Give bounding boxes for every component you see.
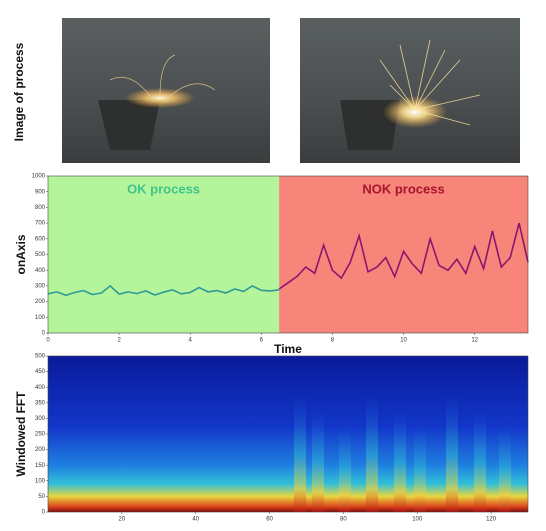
x-tick-label: 60	[266, 517, 273, 523]
x-tick-label: 10	[400, 338, 407, 344]
y-tick-label: 300	[35, 416, 46, 422]
y-axis-label: Windowed FFT	[14, 391, 28, 477]
spectrogram-streak	[312, 411, 324, 512]
y-tick-label: 450	[35, 369, 46, 375]
y-tick-label: 700	[35, 221, 46, 227]
spectrogram-streak	[294, 396, 306, 512]
figure: Image of process OK process NOK process 0 1…	[0, 0, 546, 526]
y-tick-label: 600	[35, 236, 46, 242]
row-label: Image of process	[12, 42, 26, 141]
y-tick-label: 50	[38, 494, 45, 500]
y-tick-label: 500	[35, 354, 46, 360]
x-tick-label: 120	[486, 517, 497, 523]
spectrogram-streak	[339, 426, 351, 512]
y-tick-label: 900	[35, 189, 46, 195]
spectrogram-streak	[474, 411, 486, 512]
y-tick-label: 200	[35, 447, 46, 453]
x-tick-label: 8	[331, 338, 335, 344]
photo-ok	[62, 18, 270, 163]
y-tick-label: 0	[42, 331, 46, 337]
x-tick-label: 80	[340, 517, 347, 523]
region	[48, 176, 279, 333]
y-tick-label: 500	[35, 252, 46, 258]
x-tick-label: 40	[192, 517, 199, 523]
spectrogram-streak	[394, 411, 406, 512]
x-tick-label: 100	[412, 517, 423, 523]
x-tick-label: 20	[119, 517, 126, 523]
region-label: NOK process	[362, 181, 444, 196]
y-tick-label: 300	[35, 283, 46, 289]
y-tick-label: 1000	[32, 174, 46, 180]
region	[279, 176, 528, 333]
x-tick-label: 12	[471, 338, 478, 344]
y-tick-label: 150	[35, 463, 46, 469]
spectrogram-streak	[414, 426, 426, 512]
y-tick-label: 250	[35, 432, 46, 438]
x-tick-label: 2	[117, 338, 121, 344]
x-tick-label: 0	[46, 338, 50, 344]
x-tick-label: 4	[189, 338, 193, 344]
y-tick-label: 800	[35, 205, 46, 211]
x-tick-label: 6	[260, 338, 264, 344]
y-tick-label: 400	[35, 268, 46, 274]
y-tick-label: 350	[35, 400, 46, 406]
y-tick-label: 100	[35, 478, 46, 484]
spectrogram-streak	[366, 396, 378, 512]
spectrogram-streak	[499, 426, 511, 512]
spectrogram-streak	[446, 396, 458, 512]
photo-nok	[300, 18, 520, 163]
y-tick-label: 200	[35, 299, 46, 305]
y-axis-label: onAxis	[14, 234, 28, 274]
region-label: OK process	[127, 181, 200, 196]
y-tick-label: 0	[42, 510, 46, 516]
x-axis-label: Time	[274, 342, 302, 356]
y-tick-label: 100	[35, 315, 46, 321]
y-tick-label: 400	[35, 385, 46, 391]
